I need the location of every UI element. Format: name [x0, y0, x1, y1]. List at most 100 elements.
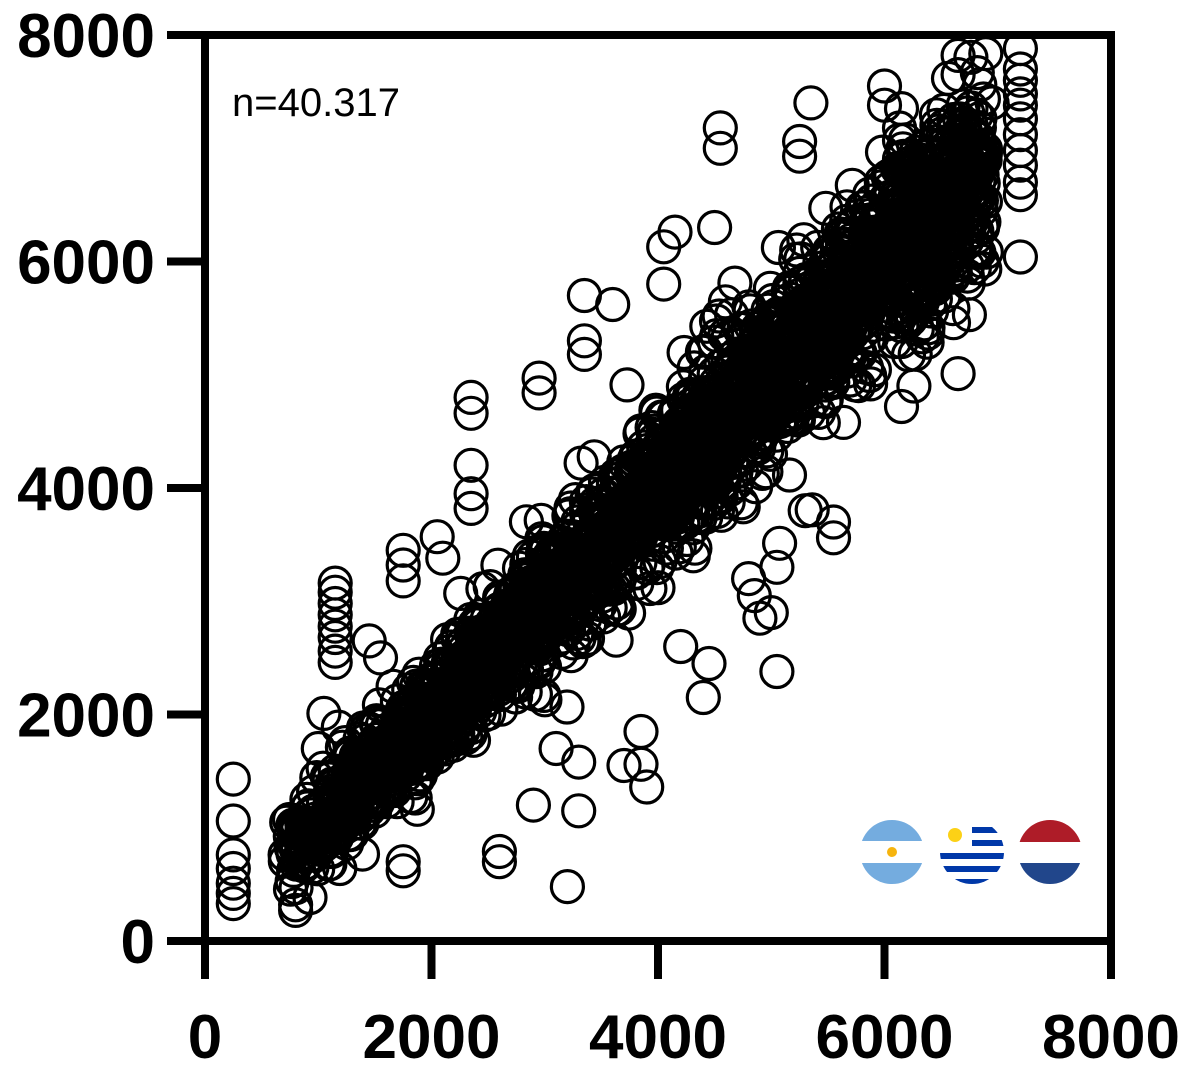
data-point [778, 367, 815, 403]
data-point [385, 547, 421, 583]
data-point [659, 446, 696, 482]
data-point [283, 836, 319, 872]
data-point [769, 316, 805, 352]
data-point [749, 392, 786, 428]
data-point [825, 404, 862, 440]
data-point [521, 375, 557, 411]
data-point [570, 581, 606, 618]
data-point [561, 744, 597, 780]
data-point [935, 305, 972, 341]
uruguay-flag [940, 820, 1004, 884]
data-point [913, 265, 949, 301]
data-point [272, 871, 309, 907]
data-point [609, 506, 645, 543]
data-point [215, 875, 251, 912]
y-tick-label: 8000 [17, 2, 155, 71]
data-point [821, 328, 857, 364]
data-point [385, 853, 421, 889]
data-point [1002, 177, 1039, 213]
data-point [521, 360, 557, 396]
data-point [961, 234, 997, 270]
data-point [682, 499, 718, 536]
data-point [940, 56, 976, 93]
data-point [747, 349, 784, 385]
data-point [522, 593, 558, 630]
data-point [887, 207, 923, 243]
x-tick-label: 4000 [589, 1003, 727, 1066]
data-point [306, 695, 342, 732]
data-point [830, 217, 867, 253]
data-point [417, 703, 453, 740]
data-point [453, 476, 489, 512]
data-point [317, 608, 353, 644]
data-point [940, 356, 976, 392]
data-point [630, 445, 666, 481]
data-point [1002, 62, 1039, 98]
data-point [549, 689, 585, 725]
data-point [866, 68, 903, 104]
data-point [445, 639, 481, 676]
data-point [538, 730, 574, 767]
data-point [760, 229, 797, 266]
x-tick-label: 6000 [816, 1003, 954, 1066]
data-point [883, 388, 920, 425]
data-point [863, 164, 899, 200]
data-point [215, 837, 251, 873]
data-point [698, 303, 735, 339]
data-point [481, 844, 517, 880]
data-point [924, 212, 961, 248]
data-point [731, 289, 767, 325]
data-point [466, 697, 502, 733]
data-point [889, 299, 925, 335]
data-point [609, 367, 645, 403]
data-point [759, 549, 795, 585]
data-point [666, 334, 702, 371]
data-point [1002, 76, 1039, 112]
data-point [571, 502, 608, 538]
data-point [936, 243, 972, 279]
data-point [683, 484, 720, 521]
data-point [317, 585, 353, 622]
data-point [815, 520, 852, 556]
data-point [646, 266, 682, 302]
data-point [651, 454, 687, 490]
data-point [733, 308, 769, 344]
data-point [812, 355, 849, 391]
data-point [300, 730, 336, 767]
data-point [606, 747, 642, 784]
data-point [453, 379, 489, 415]
data-point [954, 174, 991, 210]
data-point [453, 490, 489, 526]
x-tick-label: 8000 [1042, 1003, 1180, 1066]
data-point [808, 190, 844, 226]
data-point [957, 231, 993, 267]
y-tick-label: 0 [121, 908, 155, 977]
data-point [317, 574, 353, 610]
data-point [781, 123, 818, 160]
data-point [1002, 164, 1039, 200]
data-point [481, 833, 517, 870]
data-point [549, 868, 586, 905]
data-point [782, 255, 818, 291]
sample-size-annotation: n=40.317 [232, 81, 400, 125]
data-point [818, 255, 854, 291]
data-point [753, 594, 789, 631]
data-point [317, 597, 353, 633]
netherlands-flag [1018, 820, 1082, 884]
data-point [669, 521, 705, 558]
data-point [278, 887, 314, 923]
data-point [291, 811, 328, 847]
data-point [892, 301, 929, 338]
data-point [691, 645, 727, 682]
data-point [906, 306, 942, 342]
data-point [807, 264, 843, 300]
data-point [215, 803, 251, 839]
data-point [467, 670, 503, 707]
x-tick-label: 0 [188, 1003, 222, 1066]
y-tick-label: 6000 [17, 229, 155, 298]
data-point [741, 430, 777, 466]
data-point [385, 844, 421, 880]
data-point [914, 231, 951, 267]
data-point [215, 885, 251, 922]
